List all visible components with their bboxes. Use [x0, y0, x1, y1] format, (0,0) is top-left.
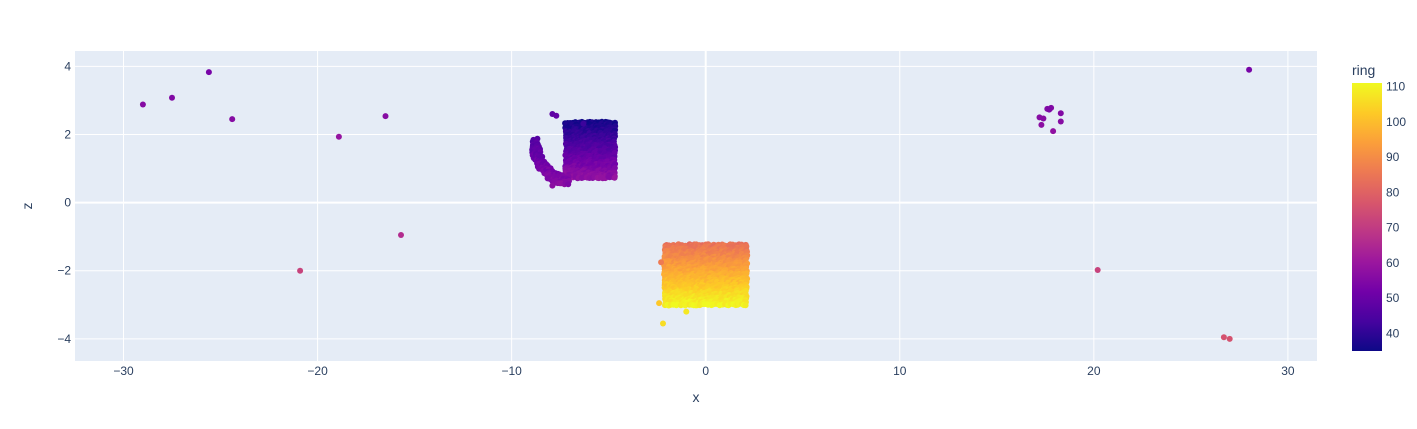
scatter-point	[169, 94, 175, 101]
scatter-point	[658, 259, 665, 266]
x-tick-label: −30	[113, 364, 134, 378]
scatter-point	[1246, 66, 1253, 73]
scatter-point	[398, 232, 404, 238]
y-axis-ticks: −4 −2 0 2 4	[57, 59, 71, 346]
scatter-point	[1057, 118, 1064, 125]
y-tick-label: 2	[64, 127, 71, 141]
scatter-point	[205, 69, 212, 76]
x-tick-label: −20	[307, 364, 328, 378]
colorbar-tick-label: 60	[1386, 256, 1400, 270]
scatter-point	[1040, 115, 1047, 122]
x-tick-label: 0	[702, 364, 709, 378]
y-tick-label: −2	[57, 264, 71, 278]
cluster-point	[742, 302, 749, 309]
x-tick-label: 10	[893, 364, 907, 378]
colorbar-tick-label: 50	[1386, 291, 1400, 305]
colorbar-tick-label: 70	[1386, 221, 1400, 235]
cluster-point	[611, 174, 618, 181]
colorbar-tick-label: 100	[1386, 115, 1406, 129]
scatter-point	[549, 182, 556, 189]
scatter-point	[297, 267, 304, 274]
colorbar-tick-label: 90	[1386, 150, 1400, 164]
scatter-point	[660, 320, 666, 327]
scatter-point	[1038, 121, 1045, 128]
scatter-point	[553, 112, 560, 119]
scatter-point	[683, 308, 690, 315]
scatter-point	[1057, 110, 1064, 117]
scatter-point	[139, 101, 146, 108]
x-axis-ticks: −30 −20 −10 0 10 20 30	[113, 364, 1295, 378]
x-axis-title: x	[693, 389, 700, 405]
scatter-point	[1094, 267, 1101, 273]
y-tick-label: −4	[57, 332, 71, 346]
scatter-point	[1046, 106, 1053, 113]
colorbar-tick-label: 40	[1386, 326, 1400, 340]
colorbar-title: ring	[1352, 62, 1375, 78]
colorbar-tick-label: 80	[1386, 185, 1400, 199]
scatter-point	[382, 113, 389, 120]
y-tick-label: 0	[64, 196, 71, 210]
scatter-point	[580, 120, 587, 127]
scatter-point	[229, 116, 236, 123]
plot-background	[75, 51, 1317, 361]
cluster-point	[565, 181, 572, 188]
x-tick-label: 20	[1087, 364, 1101, 378]
x-tick-label: −10	[501, 364, 522, 378]
scatter-point	[335, 133, 342, 140]
scatter-point	[1220, 334, 1227, 341]
scatter-point	[1226, 335, 1233, 342]
scatter-point	[656, 300, 663, 307]
colorbar-tick-label: 110	[1386, 80, 1405, 94]
cluster-upper-left-block	[562, 118, 619, 182]
y-axis-title: z	[19, 203, 35, 210]
x-tick-label: 30	[1281, 364, 1295, 378]
y-tick-label: 4	[64, 59, 71, 73]
colorbar	[1352, 83, 1382, 351]
cluster-lower-center-block	[661, 241, 751, 309]
point-clusters	[529, 118, 751, 309]
colorbar-ticks: 40 50 60 70 80 90 100 110	[1386, 80, 1406, 341]
cluster-upper-left-arc	[529, 135, 572, 188]
scatter-points	[139, 66, 1253, 342]
scatter-point	[1050, 128, 1057, 135]
